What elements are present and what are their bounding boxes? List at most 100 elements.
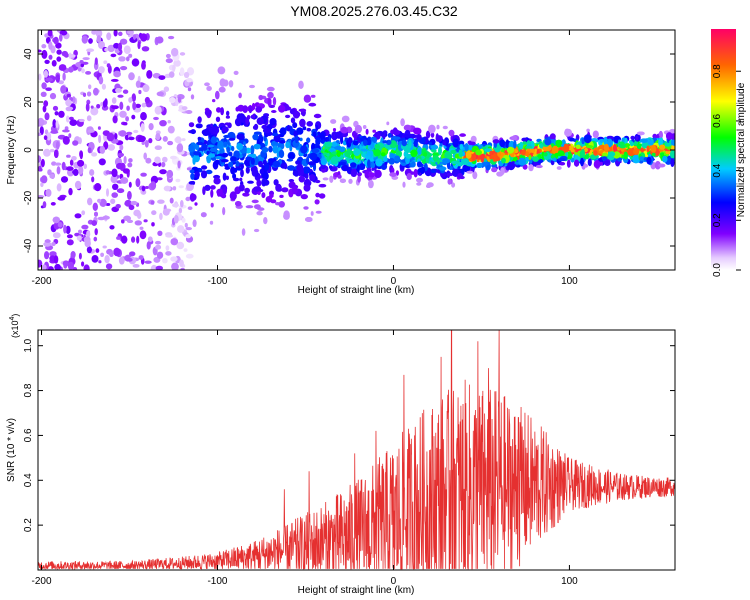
spectrogram-cell: [322, 152, 328, 156]
spectrogram-cell: [430, 144, 439, 150]
spectrogram-cell: [166, 169, 174, 179]
spectrogram-cell: [256, 211, 263, 216]
spectrogram-cell: [314, 199, 320, 205]
spectrogram-cell: [262, 159, 267, 166]
spectrogram-cell: [290, 117, 296, 124]
spectrogram-cell: [268, 160, 274, 165]
spectrogram-cell: [522, 164, 528, 170]
spectrogram-cell: [370, 162, 376, 169]
spectrogram-cell: [103, 60, 108, 64]
spectrogram-cell: [470, 135, 477, 143]
spectrogram-cell: [200, 212, 207, 218]
spectrogram-cell: [170, 155, 177, 160]
spectrogram-cell: [94, 228, 98, 236]
spectrogram-cell: [670, 158, 675, 168]
spectrogram-cell: [78, 137, 82, 145]
spectrogram-cell: [116, 162, 124, 170]
spectrogram-cell: [154, 105, 162, 115]
spectrogram-cell: [155, 265, 163, 270]
spectrogram-cell: [132, 34, 137, 40]
spectrogram-cell: [54, 111, 59, 116]
spectrogram-cell: [91, 176, 95, 183]
spectrogram-cell: [38, 132, 42, 137]
spectrogram-cell: [179, 67, 185, 76]
spectrogram-cell: [81, 224, 89, 230]
spectrogram-cell: [95, 30, 103, 38]
spectrogram-cell: [308, 102, 317, 107]
spectrogram-cell: [242, 105, 248, 113]
spectrogram-cell: [513, 140, 517, 149]
spectrogram-cell: [119, 38, 128, 45]
spectrogram-cell: [306, 137, 311, 143]
spectrogram-cell: [165, 53, 171, 59]
spectrogram-cell: [110, 78, 119, 82]
spectrogram-cell: [165, 251, 172, 256]
spectrogram-cell: [179, 259, 184, 268]
spectrogram-cell: [215, 155, 223, 160]
spectrogram-cell: [105, 203, 111, 206]
spectrogram-cell: [606, 135, 614, 140]
spectrogram-cell: [87, 147, 92, 154]
spectrogram-cell: [303, 94, 312, 103]
spectrogram-cell: [255, 106, 263, 113]
spectrogram-cell: [176, 241, 185, 250]
spectrogram-cell: [261, 165, 265, 170]
spectrogram-cell: [417, 146, 423, 156]
x-tick-label: 100: [561, 576, 578, 587]
spectrogram-cell: [387, 132, 392, 138]
spectrogram-cell: [45, 87, 52, 91]
spectrogram-cell: [172, 203, 179, 208]
spectrogram-cell: [111, 168, 118, 178]
spectrogram-cell: [518, 157, 527, 166]
spectrogram-cell: [169, 197, 174, 204]
spectrogram-cell: [658, 130, 663, 140]
spectrogram-cell: [56, 183, 62, 192]
spectrogram-cell: [127, 30, 134, 35]
spectrogram-cell: [74, 180, 82, 190]
spectrogram-cell: [55, 74, 60, 83]
spectrogram-cell: [59, 33, 63, 42]
spectrogram-cell: [204, 184, 211, 191]
spectrogram-cell: [136, 235, 140, 244]
spectrogram-cell: [452, 138, 460, 148]
spectrogram-cell: [51, 242, 56, 246]
spectrogram-cell: [178, 185, 184, 189]
spectrogram-cell: [374, 143, 381, 150]
spectrogram-cell: [172, 64, 176, 73]
x-tick-label: -200: [32, 576, 52, 587]
spectrogram-cell: [173, 214, 179, 224]
spectrogram-x-label: Height of straight line (km): [298, 285, 415, 296]
spectrogram-cell: [348, 178, 353, 184]
spectrogram-cell: [451, 160, 459, 165]
spectrogram-cell: [154, 156, 161, 164]
spectrogram-cell: [279, 127, 287, 136]
spectrogram-cell: [228, 151, 233, 157]
spectrogram-cell: [259, 168, 264, 175]
spectrogram-cell: [240, 115, 247, 124]
spectrogram-cell: [354, 124, 362, 134]
spectrogram-cell: [322, 177, 329, 181]
spectrogram-cell: [393, 136, 401, 140]
spectrogram-cell: [177, 225, 185, 233]
spectrogram-cell: [574, 159, 580, 167]
spectrogram-cell: [204, 82, 210, 87]
spectrogram-cell: [374, 169, 382, 179]
spectrogram-cell: [592, 130, 599, 139]
spectrogram-cell: [651, 152, 656, 157]
spectrogram-cell: [128, 204, 135, 211]
spectrogram-cell: [161, 161, 166, 168]
spectrogram-cell: [63, 224, 67, 234]
spectrogram-cell: [106, 32, 112, 41]
snr-series-line: [38, 330, 675, 570]
spectrogram-cell: [222, 207, 226, 216]
spectrogram-cell: [41, 44, 47, 49]
spectrogram-cell: [521, 150, 526, 156]
spectrogram-cell: [268, 145, 273, 153]
spectrogram-cell: [38, 155, 42, 163]
spectrogram-cell: [181, 106, 188, 111]
spectrogram-cell: [296, 127, 304, 135]
spectrogram-cell: [185, 227, 192, 231]
spectrogram-cell: [383, 156, 388, 162]
spectrogram-cell: [299, 137, 303, 142]
spectrogram-cell: [286, 124, 291, 132]
